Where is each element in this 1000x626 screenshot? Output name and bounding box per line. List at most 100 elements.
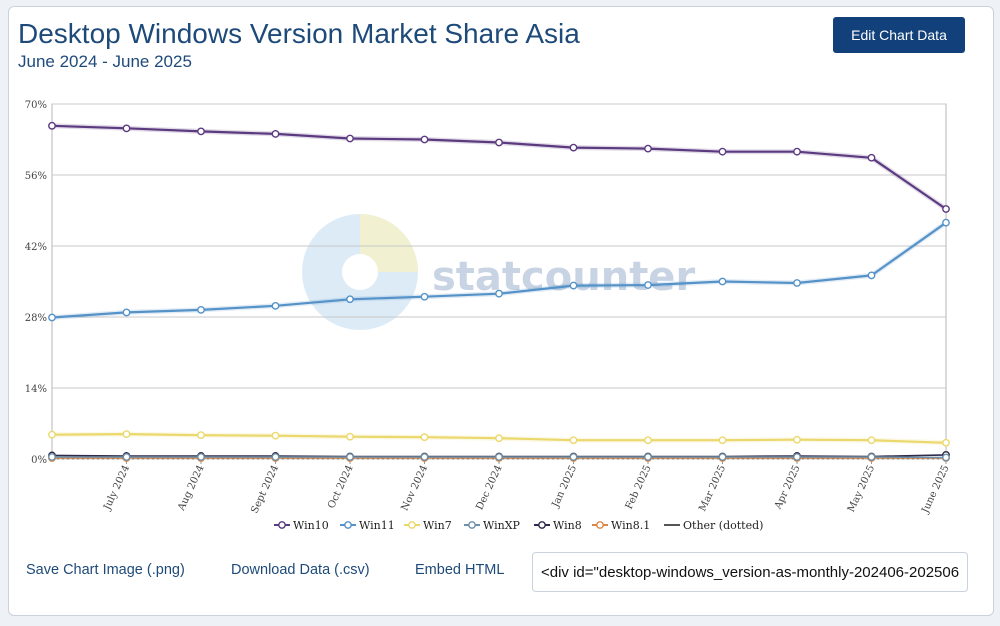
chart-series bbox=[48, 121, 950, 462]
edit-chart-data-button[interactable]: Edit Chart Data bbox=[833, 17, 965, 53]
x-tick-label: Feb 2025 bbox=[624, 464, 654, 512]
legend-swatch-marker bbox=[596, 521, 604, 529]
data-point bbox=[867, 271, 876, 280]
data-point bbox=[644, 453, 652, 461]
legend-item-win8-1[interactable]: Win8.1 bbox=[592, 519, 650, 532]
legend-label: Win7 bbox=[423, 519, 452, 532]
legend-item-winxp[interactable]: WinXP bbox=[464, 519, 521, 532]
data-point bbox=[942, 218, 950, 227]
legend-label: WinXP bbox=[483, 519, 521, 532]
data-point bbox=[718, 453, 727, 461]
data-point bbox=[718, 436, 727, 445]
series-line bbox=[51, 124, 947, 210]
data-point bbox=[271, 301, 280, 310]
statcounter-logo-icon bbox=[302, 214, 418, 330]
legend-item-win10[interactable]: Win10 bbox=[274, 519, 329, 532]
data-point bbox=[420, 453, 429, 461]
legend-swatch-marker bbox=[408, 521, 416, 529]
x-tick-label: Mar 2025 bbox=[697, 464, 728, 514]
chart-legend[interactable]: Win10 Win11 Win7 WinXP Win8 Win8.1 Other (dott… bbox=[274, 519, 763, 532]
data-point bbox=[569, 281, 578, 290]
data-point bbox=[346, 453, 354, 461]
y-tick-label: 56% bbox=[25, 171, 47, 182]
data-point bbox=[122, 430, 131, 439]
legend-label: Win8.1 bbox=[611, 519, 650, 532]
series-win7 bbox=[48, 430, 950, 447]
legend-label: Other (dotted) bbox=[683, 519, 763, 532]
data-point bbox=[942, 438, 950, 447]
data-point bbox=[718, 147, 727, 156]
legend-swatch-marker bbox=[278, 521, 286, 529]
x-tick-label: Aug 2024 bbox=[176, 464, 207, 514]
data-point bbox=[867, 436, 876, 445]
page-title: Desktop Windows Version Market Share Asi… bbox=[18, 18, 580, 49]
x-tick-label: Oct 2024 bbox=[326, 464, 356, 511]
x-tick-label: Dec 2024 bbox=[474, 464, 504, 512]
y-tick-label: 42% bbox=[25, 242, 47, 253]
legend-label: Win8 bbox=[553, 519, 582, 532]
data-point bbox=[644, 144, 652, 153]
data-point bbox=[569, 453, 578, 461]
series-win10 bbox=[48, 121, 950, 213]
data-point bbox=[569, 436, 578, 445]
data-point bbox=[122, 308, 131, 317]
data-point bbox=[569, 143, 578, 152]
data-point bbox=[346, 432, 354, 441]
legend-label: Win10 bbox=[293, 519, 329, 532]
data-point bbox=[346, 134, 354, 143]
data-point bbox=[495, 289, 503, 298]
data-point bbox=[793, 453, 801, 461]
x-tick-label: Jan 2025 bbox=[550, 464, 579, 510]
data-point bbox=[197, 305, 205, 314]
data-point bbox=[271, 431, 280, 440]
data-point bbox=[718, 277, 727, 286]
data-point bbox=[197, 453, 205, 461]
data-point bbox=[495, 434, 503, 443]
series-glow bbox=[51, 123, 948, 212]
series-winxp bbox=[48, 453, 950, 462]
legend-swatch-marker bbox=[468, 521, 476, 529]
data-point bbox=[867, 453, 876, 461]
data-point bbox=[48, 313, 56, 322]
data-point bbox=[644, 281, 652, 289]
y-axis: 0% 14% 28% 42% 56% 70% bbox=[25, 100, 47, 466]
embed-code-field[interactable] bbox=[532, 552, 968, 592]
save-chart-image-link[interactable]: Save Chart Image (.png) bbox=[26, 562, 185, 578]
data-point bbox=[420, 292, 429, 301]
data-point bbox=[48, 121, 56, 130]
watermark-logo-hole bbox=[342, 254, 378, 290]
page-subtitle: June 2024 - June 2025 bbox=[18, 52, 192, 71]
y-tick-label: 14% bbox=[25, 384, 47, 395]
legend-item-other-dotted[interactable]: Other (dotted) bbox=[664, 519, 763, 532]
data-point bbox=[420, 433, 429, 442]
legend-item-win7[interactable]: Win7 bbox=[404, 519, 452, 532]
legend-item-win11[interactable]: Win11 bbox=[340, 519, 395, 532]
watermark-text: statcounter bbox=[432, 254, 695, 300]
data-point bbox=[495, 138, 503, 147]
legend-label: Win11 bbox=[359, 519, 395, 532]
data-point bbox=[48, 430, 56, 439]
data-point bbox=[122, 453, 131, 461]
data-point bbox=[197, 431, 205, 440]
data-point bbox=[793, 279, 801, 287]
x-tick-label: May 2025 bbox=[846, 464, 877, 514]
data-point bbox=[793, 147, 801, 156]
data-point bbox=[346, 295, 354, 304]
data-point bbox=[644, 436, 652, 445]
y-tick-label: 70% bbox=[25, 100, 47, 111]
data-point bbox=[495, 453, 503, 461]
x-axis: July 2024 Aug 2024 Sept 2024 Oct 2024 Nov 20… bbox=[102, 459, 952, 516]
statcounter-watermark: statcounter bbox=[302, 214, 695, 330]
download-data-link[interactable]: Download Data (.csv) bbox=[231, 562, 370, 578]
embed-html-link[interactable]: Embed HTML bbox=[415, 562, 505, 578]
y-tick-label: 28% bbox=[25, 313, 47, 324]
x-tick-label: Apr 2025 bbox=[772, 464, 802, 512]
data-point bbox=[867, 153, 876, 162]
legend-item-win8[interactable]: Win8 bbox=[534, 519, 582, 532]
data-point bbox=[271, 453, 280, 461]
data-point bbox=[942, 205, 950, 213]
watermark-logo-slice bbox=[360, 214, 418, 272]
x-tick-label: Nov 2024 bbox=[400, 464, 431, 513]
data-point bbox=[793, 435, 801, 444]
